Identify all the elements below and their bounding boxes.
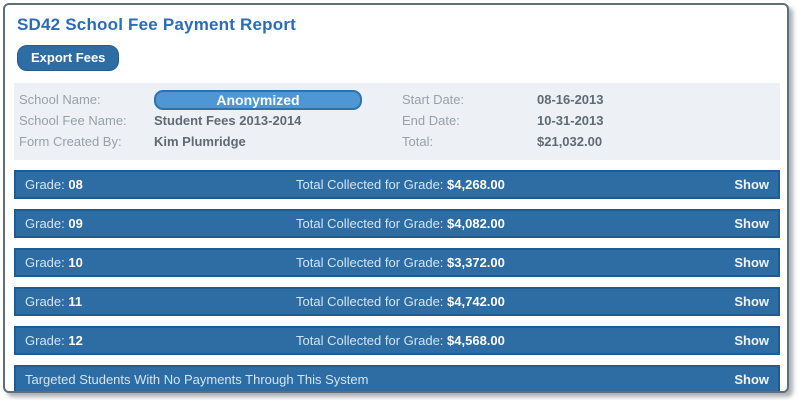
- grade-rows: Grade: 08 Total Collected for Grade: $4,…: [14, 170, 780, 391]
- grade-label: Grade:: [25, 216, 65, 231]
- grade-label: Grade:: [25, 255, 65, 270]
- show-link[interactable]: Show: [734, 177, 769, 192]
- school-fee-name-value: Student Fees 2013-2014: [154, 113, 302, 128]
- start-date-value: 08-16-2013: [537, 92, 604, 107]
- total-collected-amount: $4,268.00: [447, 177, 505, 192]
- grade-number: 09: [68, 216, 83, 231]
- grade-row: Grade: 12 Total Collected for Grade: $4,…: [14, 326, 780, 355]
- total-collected-label: Total Collected for Grade:: [296, 216, 444, 231]
- no-payments-label: Targeted Students With No Payments Throu…: [25, 372, 369, 387]
- grade-row: Grade: 08 Total Collected for Grade: $4,…: [14, 170, 780, 199]
- grade-row: Grade: 10 Total Collected for Grade: $3,…: [14, 248, 780, 277]
- end-date-label: End Date:: [402, 113, 460, 128]
- grade-number: 11: [68, 294, 83, 309]
- grade-label: Grade:: [25, 177, 65, 192]
- total-collected-amount: $3,372.00: [447, 255, 505, 270]
- total-collected-label: Total Collected for Grade:: [296, 294, 444, 309]
- show-link[interactable]: Show: [734, 255, 769, 270]
- grade-number: 08: [68, 177, 83, 192]
- show-link[interactable]: Show: [734, 294, 769, 309]
- grade-number: 10: [68, 255, 83, 270]
- page-title: SD42 School Fee Payment Report: [17, 15, 297, 34]
- export-fees-button[interactable]: Export Fees: [17, 45, 120, 71]
- total-collected-label: Total Collected for Grade:: [296, 255, 444, 270]
- school-fee-name-label: School Fee Name:: [19, 113, 127, 128]
- grade-row: Grade: 09 Total Collected for Grade: $4,…: [14, 209, 780, 238]
- start-date-label: Start Date:: [402, 92, 465, 107]
- grade-label: Grade:: [25, 333, 65, 348]
- show-link[interactable]: Show: [734, 372, 769, 387]
- no-payments-row: Targeted Students With No Payments Throu…: [14, 365, 780, 391]
- report-window: SD42 School Fee Payment Report Export Fe…: [3, 3, 789, 393]
- grade-label: Grade:: [25, 294, 65, 309]
- total-value: $21,032.00: [537, 134, 603, 149]
- total-collected-amount: $4,742.00: [447, 294, 505, 309]
- grade-row: Grade: 11 Total Collected for Grade: $4,…: [14, 287, 780, 316]
- show-link[interactable]: Show: [734, 333, 769, 348]
- total-collected-amount: $4,568.00: [447, 333, 505, 348]
- total-collected-amount: $4,082.00: [447, 216, 505, 231]
- total-collected-label: Total Collected for Grade:: [296, 333, 444, 348]
- grade-number: 12: [68, 333, 83, 348]
- report-info-panel: School Name: Anonymized Start Date: 08-1…: [14, 83, 780, 160]
- show-link[interactable]: Show: [734, 216, 769, 231]
- form-created-by-value: Kim Plumridge: [154, 134, 246, 149]
- school-name-label: School Name:: [19, 92, 101, 107]
- end-date-value: 10-31-2013: [537, 113, 604, 128]
- school-name-value-badge: Anonymized: [154, 89, 362, 110]
- form-created-by-label: Form Created By:: [19, 134, 122, 149]
- total-label: Total:: [402, 134, 434, 149]
- total-collected-label: Total Collected for Grade:: [296, 177, 444, 192]
